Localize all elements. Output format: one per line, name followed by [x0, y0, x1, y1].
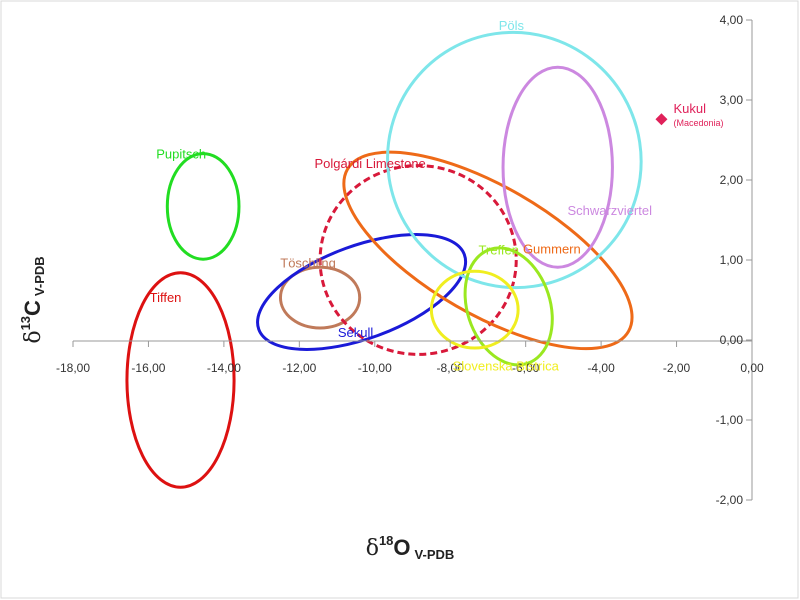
y-tick-label: 1,00 [720, 253, 744, 267]
label-pols: Pöls [499, 18, 525, 33]
ellipse-tiffen [125, 271, 236, 489]
x-tick-label: -18,00 [56, 361, 90, 375]
data-points: Kukul (Macedonia) [655, 101, 723, 128]
x-axis-title: δ18O V-PDB [366, 533, 455, 562]
x-tick-marks: -18,00 -16,00 -14,00 -12,00 -10,00 -8,00 -6,00… [56, 341, 764, 375]
label-polgardi-limestone: Polgárdi Limestone [315, 156, 426, 171]
point-kukul [655, 113, 668, 126]
x-tick-label: -4,00 [587, 361, 615, 375]
label-slovenska-bistrica: Slovenska Bistrica [453, 359, 560, 374]
label-sekull: Sekull [338, 325, 374, 340]
y-tick-label: 0,00 [720, 333, 744, 347]
x-tick-label: -2,00 [663, 361, 691, 375]
y-axis-title: δ13CV-PDB [18, 256, 47, 343]
y-tick-label: -1,00 [716, 413, 744, 427]
ellipse-treffen [463, 246, 554, 367]
x-tick-label: 0,00 [740, 361, 764, 375]
label-tiffen: Tiffen [150, 290, 182, 305]
x-tick-label: -12,00 [282, 361, 316, 375]
label-treffen: Treffen [478, 242, 518, 257]
x-tick-label: -14,00 [207, 361, 241, 375]
label-pupitsch: Pupitsch [156, 146, 206, 161]
ellipse-pols [386, 30, 643, 290]
ellipse-sekull [256, 233, 468, 351]
ellipse-polgardi-limestone [318, 164, 518, 356]
x-tick-label: -10,00 [358, 361, 392, 375]
ellipse-pupitsch [165, 152, 241, 261]
y-tick-label: 3,00 [720, 93, 744, 107]
ellipse-slovenska-bistrica [429, 269, 520, 350]
label-toschling: Töschling [280, 256, 336, 271]
x-tick-label: -8,00 [437, 361, 465, 375]
x-tick-label: -16,00 [131, 361, 165, 375]
y-tick-marks: -2,00 -1,00 0,00 1,00 2,00 3,00 4,00 [716, 13, 752, 507]
field-labels: Pupitsch Tiffen Töschling Sekull Polgárdi Li… [150, 18, 652, 374]
ellipse-gummern [342, 150, 634, 351]
ellipse-toschling [278, 265, 362, 330]
label-gummern: Gummern [523, 241, 581, 256]
label-schwarzviertel: Schwarzviertel [567, 203, 652, 218]
field-ellipses [125, 30, 643, 489]
y-tick-label: -2,00 [716, 493, 744, 507]
y-tick-label: 4,00 [720, 13, 744, 27]
y-tick-label: 2,00 [720, 173, 744, 187]
point-note-kukul: (Macedonia) [673, 118, 723, 128]
point-label-kukul: Kukul [673, 101, 706, 116]
ellipse-schwarzviertel [501, 65, 614, 269]
x-tick-label: -6,00 [512, 361, 540, 375]
